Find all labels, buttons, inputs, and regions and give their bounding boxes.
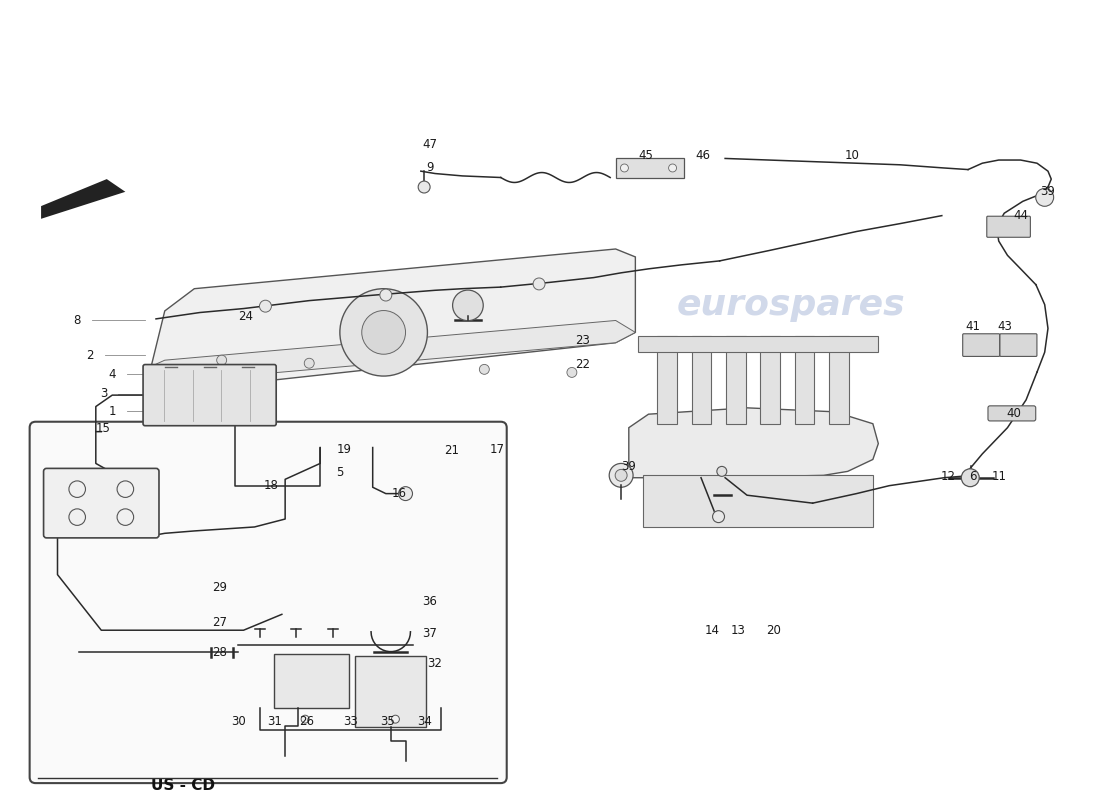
Circle shape [379,289,392,301]
Polygon shape [692,336,712,424]
Text: 8: 8 [74,314,81,327]
Circle shape [305,358,315,368]
Polygon shape [829,336,849,424]
Text: 36: 36 [422,595,437,608]
Text: 10: 10 [845,149,859,162]
FancyBboxPatch shape [616,158,683,178]
Text: 13: 13 [730,624,746,637]
Text: 11: 11 [991,470,1006,482]
Text: 3: 3 [100,387,107,400]
Circle shape [717,466,727,476]
Polygon shape [41,179,125,219]
Text: 1: 1 [109,405,116,418]
Text: 26: 26 [299,715,315,728]
Circle shape [340,289,428,376]
Circle shape [713,510,725,522]
Text: 2: 2 [87,349,95,362]
Circle shape [566,367,576,378]
Circle shape [117,481,133,498]
Text: 31: 31 [267,715,282,728]
Polygon shape [658,336,676,424]
Text: 4: 4 [109,368,116,381]
Circle shape [1036,189,1054,206]
Text: 34: 34 [417,715,431,728]
Text: 40: 40 [1006,407,1022,420]
Text: 24: 24 [239,310,253,323]
Circle shape [69,509,86,526]
Text: 45: 45 [639,149,653,162]
Polygon shape [147,321,636,382]
Circle shape [669,164,676,172]
Text: 37: 37 [422,627,437,640]
Text: 43: 43 [998,320,1013,334]
Text: 6: 6 [969,470,976,482]
Text: 23: 23 [575,334,591,347]
Polygon shape [638,336,878,352]
Text: 16: 16 [392,487,407,500]
Polygon shape [147,249,636,392]
FancyBboxPatch shape [987,216,1031,238]
FancyBboxPatch shape [988,406,1036,421]
Circle shape [480,364,490,374]
Circle shape [609,463,634,487]
Text: US - CD: US - CD [152,778,216,793]
Circle shape [392,362,402,371]
Text: 30: 30 [231,715,245,728]
Text: 41: 41 [965,320,980,334]
Circle shape [398,486,412,501]
Text: 44: 44 [1013,209,1028,222]
Text: 39: 39 [621,460,636,473]
Text: 35: 35 [381,715,395,728]
Text: 12: 12 [940,470,956,482]
Circle shape [69,481,86,498]
Text: 28: 28 [212,646,227,659]
Polygon shape [794,336,814,424]
Text: 18: 18 [264,479,278,492]
Text: 32: 32 [428,657,442,670]
Text: eurospares: eurospares [195,590,424,623]
Text: 46: 46 [695,149,711,162]
FancyBboxPatch shape [962,334,1000,357]
Circle shape [452,290,483,321]
Circle shape [620,164,628,172]
Text: 39: 39 [1041,186,1055,198]
Text: 9: 9 [426,162,433,174]
Polygon shape [629,408,878,478]
Text: 27: 27 [212,616,227,629]
Text: 47: 47 [422,138,437,150]
Text: 5: 5 [337,466,343,479]
Circle shape [217,355,227,365]
Circle shape [615,470,627,482]
FancyBboxPatch shape [355,656,427,727]
FancyBboxPatch shape [44,468,160,538]
Text: 20: 20 [766,624,781,637]
Text: 33: 33 [343,715,359,728]
FancyBboxPatch shape [274,654,349,708]
Text: 21: 21 [444,444,459,458]
Polygon shape [644,475,873,527]
Circle shape [260,300,272,312]
Circle shape [418,181,430,193]
Circle shape [301,715,309,723]
FancyBboxPatch shape [1000,334,1037,357]
FancyBboxPatch shape [143,365,276,426]
Polygon shape [760,336,780,424]
Text: 19: 19 [337,442,352,456]
Text: 17: 17 [490,442,505,456]
Circle shape [362,310,406,354]
Text: 15: 15 [96,422,111,435]
Circle shape [117,509,133,526]
Text: 22: 22 [575,358,591,371]
Circle shape [961,469,979,486]
FancyBboxPatch shape [30,422,507,783]
Circle shape [534,278,544,290]
Polygon shape [726,336,746,424]
Text: eurospares: eurospares [676,287,905,322]
Circle shape [392,715,399,723]
Text: 14: 14 [704,624,719,637]
Text: 29: 29 [212,581,227,594]
